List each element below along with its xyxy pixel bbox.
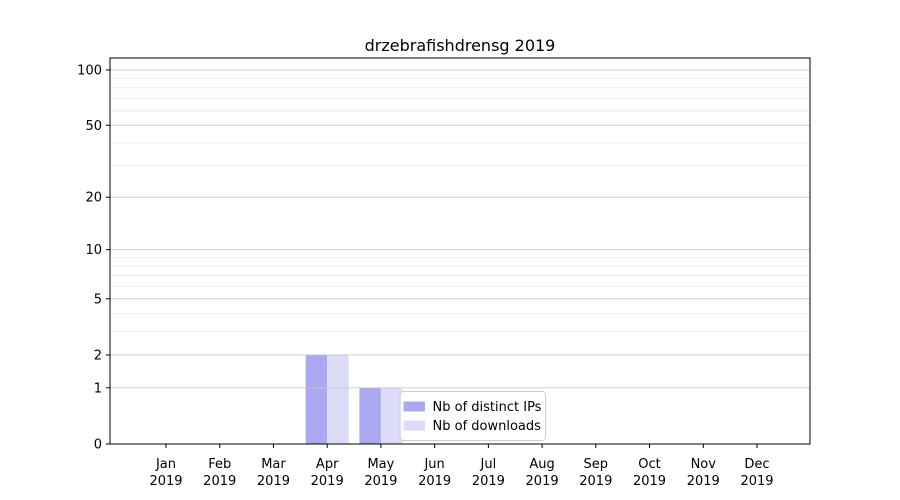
- x-tick-year-label-apr: 2019: [311, 474, 344, 489]
- x-tick-month-label-dec: Dec: [744, 457, 769, 472]
- y-tick-label-20: 20: [85, 191, 102, 206]
- bar-apr-series1: [327, 354, 349, 444]
- y-tick-label-100: 100: [77, 63, 102, 78]
- x-tick-month-label-feb: Feb: [208, 457, 231, 472]
- x-tick-year-label-feb: 2019: [203, 474, 236, 489]
- y-tick-label-2: 2: [94, 348, 102, 363]
- x-tick-month-label-jul: Jul: [480, 457, 497, 472]
- x-tick-year-label-nov: 2019: [687, 474, 720, 489]
- major-gridlines: [110, 69, 810, 389]
- x-tick-month-label-nov: Nov: [691, 457, 717, 472]
- y-tick-label-0: 0: [94, 438, 102, 453]
- y-tick-label-10: 10: [85, 243, 102, 258]
- x-tick-year-label-sep: 2019: [579, 474, 612, 489]
- x-tick-year-label-may: 2019: [364, 474, 397, 489]
- legend: Nb of distinct IPs Nb of downloads: [399, 391, 546, 441]
- x-tick-month-label-aug: Aug: [529, 457, 554, 472]
- x-tick-year-label-mar: 2019: [257, 474, 290, 489]
- x-tick-month-label-jan: Jan: [155, 457, 176, 472]
- bar-apr-series0: [305, 354, 328, 444]
- axes-spines: [109, 57, 811, 445]
- bar-may-series1: [380, 387, 403, 444]
- x-tick-year-label-oct: 2019: [633, 474, 666, 489]
- x-tick-year-label-jun: 2019: [418, 474, 451, 489]
- y-tick-label-50: 50: [85, 119, 102, 134]
- x-tick-year-label-dec: 2019: [740, 474, 773, 489]
- plot-area: 0 1 2 5 10 20 50 100 Jan 2019 Feb 2019 Mar 2019 Apr 201…: [77, 57, 811, 489]
- y-axis: 0 1 2 5 10 20 50 100: [77, 63, 110, 453]
- legend-swatch-0: [403, 401, 425, 412]
- legend-label-1: Nb of downloads: [433, 419, 542, 434]
- x-tick-year-label-aug: 2019: [526, 474, 559, 489]
- y-tick-label-1: 1: [94, 381, 102, 396]
- x-tick-year-label-jul: 2019: [472, 474, 505, 489]
- chart-title: drzebrafishdrensg 2019: [365, 36, 556, 55]
- y-tick-label-5: 5: [94, 292, 102, 307]
- legend-swatch-1: [403, 420, 425, 431]
- x-tick-month-label-sep: Sep: [584, 457, 609, 472]
- legend-label-0: Nb of distinct IPs: [433, 400, 542, 415]
- x-tick-month-label-oct: Oct: [638, 457, 660, 472]
- x-axis: Jan 2019 Feb 2019 Mar 2019 Apr 2019 May 2019 Jun 20…: [149, 444, 774, 489]
- bars-group: [305, 354, 403, 444]
- legend-box: [399, 391, 546, 441]
- x-tick-month-label-mar: Mar: [261, 457, 286, 472]
- x-tick-month-label-may: May: [367, 457, 394, 472]
- x-tick-month-label-apr: Apr: [316, 457, 339, 472]
- minor-gridlines: [110, 77, 810, 333]
- bar-may-series0: [359, 387, 381, 444]
- x-tick-year-label-jan: 2019: [149, 474, 182, 489]
- x-tick-month-label-jun: Jun: [423, 457, 444, 472]
